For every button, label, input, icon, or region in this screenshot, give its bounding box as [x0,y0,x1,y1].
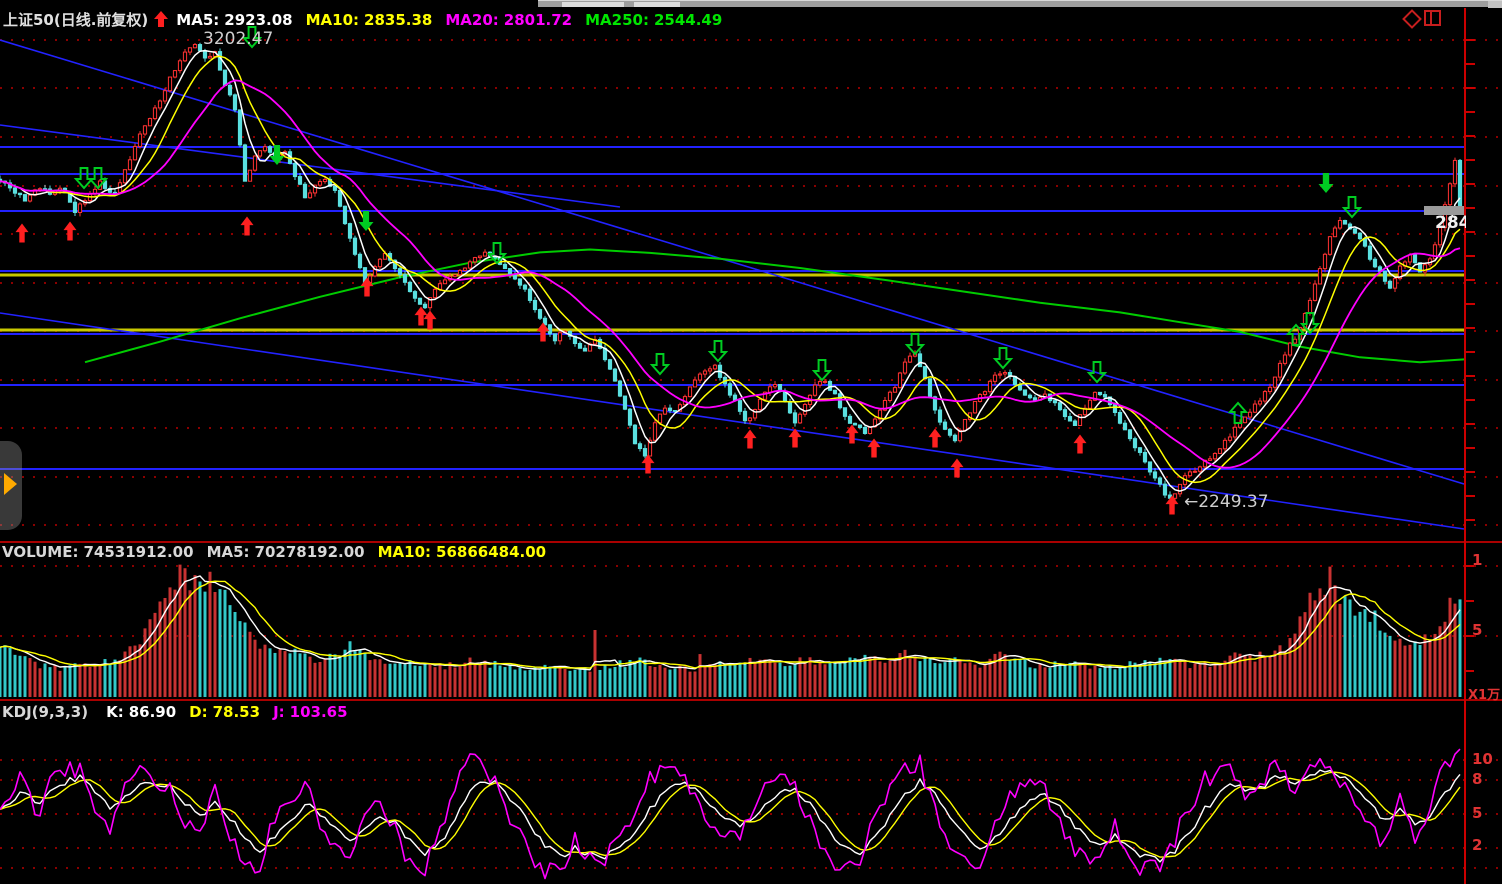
strip-notch[interactable] [1488,1,1502,8]
volume-axis-label: 1 [1472,551,1483,569]
sidebar-expand-tab[interactable] [0,441,22,530]
kdj-k-readout: K: 86.90 [106,703,177,721]
kdj-axis-label: 8 [1472,770,1483,788]
kdj-params: KDJ(9,3,3) [2,703,89,721]
volume-axis-label: 5 [1472,621,1483,639]
window-top-strip[interactable] [538,0,1502,8]
ma20-readout: MA20: 2801.72 [445,11,573,29]
volume-indicator-header: VOLUME: 74531912.00 MA5: 70278192.00 MA10: 56… [2,543,559,561]
strip-segment[interactable] [634,2,680,7]
expand-arrow-icon [4,473,17,495]
kdj-axis-label: 5 [1472,804,1483,822]
chart-title: 上证50(日线.前复权) [3,11,149,29]
volume-ma-lines [0,575,1461,671]
volume-multiplier-label: X1万 [1468,688,1501,703]
signal-arrows [15,26,1363,515]
trend-lines [0,39,1465,530]
split-window-icon[interactable] [1424,10,1441,26]
ma5-readout: MA5: 2923.08 [176,11,293,29]
ma250-line [84,248,1467,364]
kdj-indicator-header: KDJ(9,3,3) K: 86.90 D: 78.53 J: 103.65 [2,703,361,721]
ma-lines [0,49,1461,492]
kdj-axis-label: 2 [1472,836,1483,854]
support-resistance-lines [0,146,1464,470]
kdj-axis-label: 10 [1472,750,1493,768]
high-price-annotation: 3202.47 [203,29,274,49]
kdj-lines [0,748,1461,880]
last-price-tag [1424,206,1465,215]
up-signal-icon [154,11,169,27]
strip-segment[interactable] [562,2,624,7]
volume-readout: VOLUME: 74531912.00 [2,543,194,561]
low-price-annotation: ←2249.37 [1184,492,1269,512]
kdj-d-readout: D: 78.53 [189,703,261,721]
chart-title-bar: 上证50(日线.前复权) MA5: 2923.08 MA10: 2835.38 MA20:… [3,9,735,29]
kdj-j-readout: J: 103.65 [273,703,348,721]
ma250-readout: MA250: 2544.49 [585,11,723,29]
ma10-readout: MA10: 2835.38 [305,11,433,29]
last-price-tag-label: 2845 [1435,213,1466,233]
axis-and-separators [0,8,1502,884]
grid-lines [0,39,1502,869]
split-window-icon-bar [1430,12,1432,24]
volume-ma10-readout: MA10: 56866484.00 [377,543,547,561]
volume-ma5-readout: MA5: 70278192.00 [206,543,365,561]
